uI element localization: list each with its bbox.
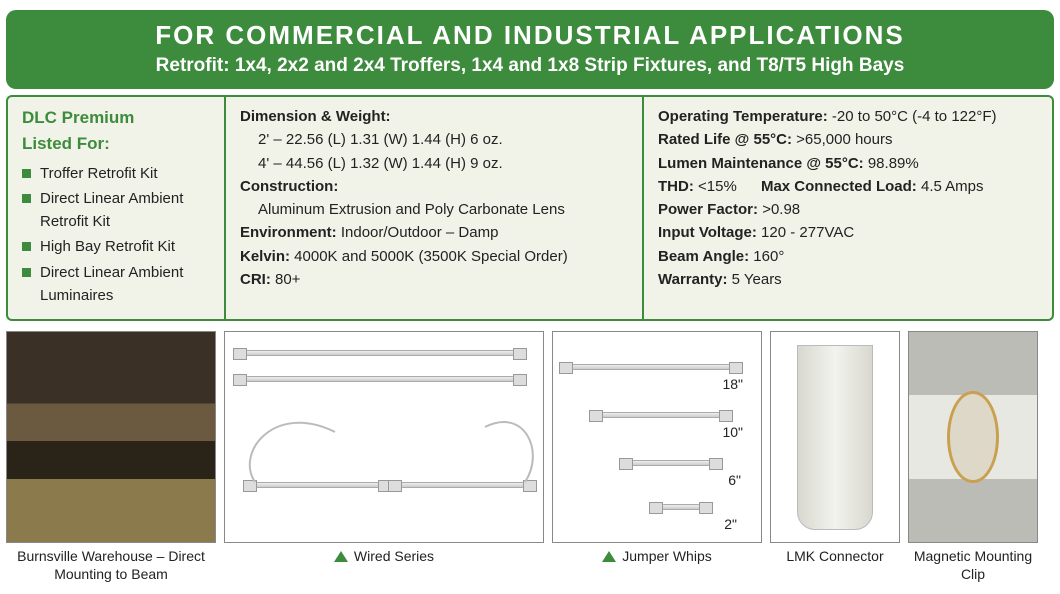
life-label: Rated Life @ 55°C: <box>658 131 792 148</box>
gallery-cell-whips: 18" 10" 6" 2" Jumper Whips <box>552 331 762 583</box>
warranty-value: 5 Years <box>727 271 781 288</box>
caption-clip: Magnetic Mounting Clip <box>908 547 1038 583</box>
warranty-label: Warranty: <box>658 271 727 288</box>
wire-curves-icon <box>225 332 543 542</box>
kelvin-value: 4000K and 5000K (3500K Special Order) <box>290 248 568 265</box>
dlc-item: Troffer Retrofit Kit <box>22 162 210 185</box>
dlc-title-line2: Listed For: <box>22 134 110 153</box>
header-subtitle: Retrofit: 1x4, 2x2 and 2x4 Troffers, 1x4… <box>26 55 1034 77</box>
magnetic-clip-image <box>908 331 1038 543</box>
cri-value: 80+ <box>271 271 301 288</box>
dlc-item: High Bay Retrofit Kit <box>22 235 210 258</box>
gallery-cell-wired: Wired Series <box>224 331 544 583</box>
beam-value: 160° <box>749 248 784 265</box>
pf-value: >0.98 <box>758 201 800 218</box>
whip-label-2: 2" <box>724 516 737 532</box>
dlc-list: Troffer Retrofit Kit Direct Linear Ambie… <box>22 162 210 308</box>
thd-value: <15% <box>694 178 737 195</box>
caption-wired: Wired Series <box>334 547 434 565</box>
dlc-title-line1: DLC Premium <box>22 108 134 127</box>
dlc-column: DLC Premium Listed For: Troffer Retrofit… <box>8 97 226 319</box>
caption-warehouse: Burnsville Warehouse – Direct Mounting t… <box>6 547 216 583</box>
lumen-value: 98.89% <box>864 155 919 172</box>
wired-series-image <box>224 331 544 543</box>
construction-value: Aluminum Extrusion and Poly Carbonate Le… <box>240 198 628 221</box>
maxload-value: 4.5 Amps <box>917 178 984 195</box>
env-value: Indoor/Outdoor – Damp <box>337 224 499 241</box>
kelvin-label: Kelvin: <box>240 248 290 265</box>
lmk-connector-image <box>770 331 900 543</box>
caption-connector: LMK Connector <box>786 547 883 565</box>
thd-label: THD: <box>658 178 694 195</box>
gallery-cell-warehouse: Burnsville Warehouse – Direct Mounting t… <box>6 331 216 583</box>
header-banner: FOR COMMERCIAL AND INDUSTRIAL APPLICATIO… <box>6 10 1054 89</box>
cri-label: CRI: <box>240 271 271 288</box>
iv-label: Input Voltage: <box>658 224 757 241</box>
dim-line1: 2' – 22.56 (L) 1.31 (W) 1.44 (H) 6 oz. <box>240 128 628 151</box>
warehouse-image <box>6 331 216 543</box>
product-gallery: Burnsville Warehouse – Direct Mounting t… <box>6 331 1054 583</box>
gallery-cell-clip: Magnetic Mounting Clip <box>908 331 1038 583</box>
jumper-whips-image: 18" 10" 6" 2" <box>552 331 762 543</box>
whip-label-18: 18" <box>722 376 743 392</box>
maxload-label: Max Connected Load: <box>761 178 917 195</box>
lumen-label: Lumen Maintenance @ 55°C: <box>658 155 864 172</box>
optemp-label: Operating Temperature: <box>658 108 828 125</box>
gallery-cell-connector: LMK Connector <box>770 331 900 583</box>
dim-line2: 4' – 44.56 (L) 1.32 (W) 1.44 (H) 9 oz. <box>240 152 628 175</box>
whip-label-6: 6" <box>728 472 741 488</box>
dim-label: Dimension & Weight: <box>240 108 391 125</box>
pf-label: Power Factor: <box>658 201 758 218</box>
specs-column-center: Dimension & Weight: 2' – 22.56 (L) 1.31 … <box>226 97 644 319</box>
construction-label: Construction: <box>240 178 338 195</box>
beam-label: Beam Angle: <box>658 248 749 265</box>
dlc-item: Direct Linear Ambient Luminaires <box>22 261 210 308</box>
optemp-value: -20 to 50°C (-4 to 122°F) <box>828 108 997 125</box>
life-value: >65,000 hours <box>792 131 893 148</box>
specs-column-right: Operating Temperature: -20 to 50°C (-4 t… <box>644 97 1052 319</box>
specs-panel: DLC Premium Listed For: Troffer Retrofit… <box>6 95 1054 321</box>
dlc-title: DLC Premium Listed For: <box>22 105 210 158</box>
whip-label-10: 10" <box>722 424 743 440</box>
dlc-item: Direct Linear Ambient Retrofit Kit <box>22 187 210 234</box>
env-label: Environment: <box>240 224 337 241</box>
header-title: FOR COMMERCIAL AND INDUSTRIAL APPLICATIO… <box>26 20 1034 51</box>
iv-value: 120 - 277VAC <box>757 224 854 241</box>
caption-whips: Jumper Whips <box>602 547 711 565</box>
